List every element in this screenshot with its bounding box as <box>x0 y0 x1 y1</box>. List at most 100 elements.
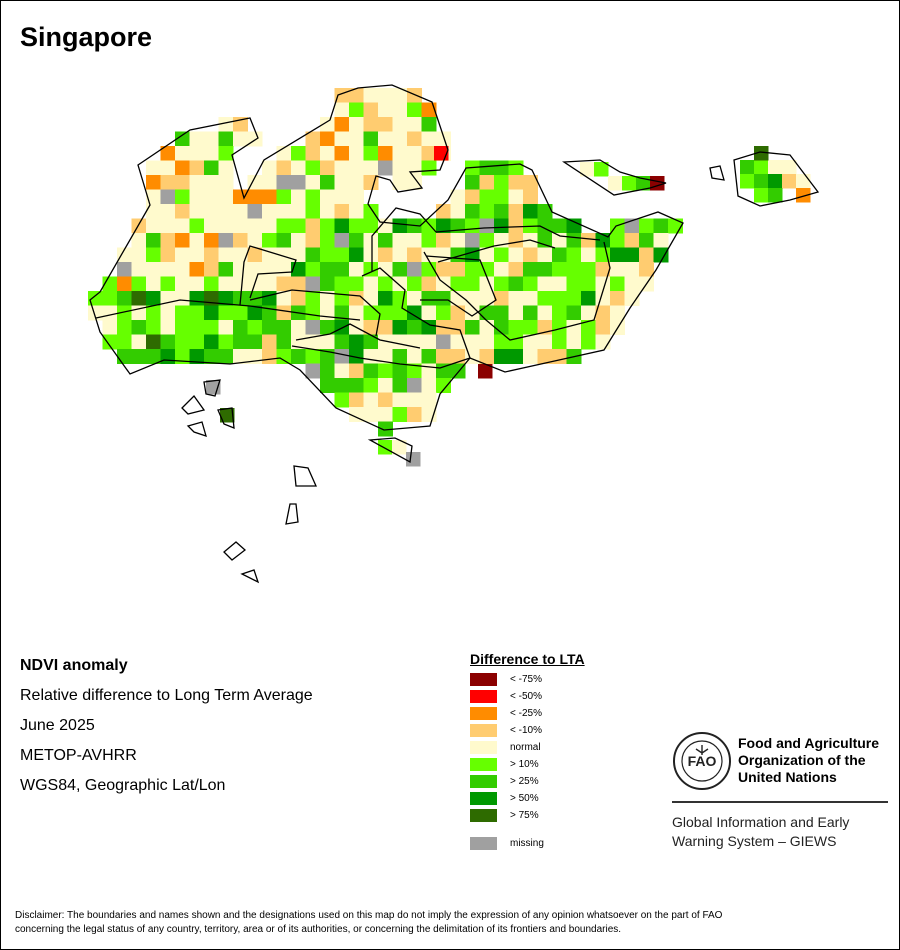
anomaly-pixel <box>320 320 335 335</box>
anomaly-pixel <box>204 305 219 321</box>
anomaly-pixel <box>262 204 277 219</box>
anomaly-pixel <box>363 146 379 161</box>
anomaly-pixel <box>479 247 495 263</box>
anomaly-pixel <box>552 276 567 292</box>
anomaly-pixel <box>465 334 480 350</box>
anomaly-pixel <box>146 334 161 350</box>
map-title: Singapore <box>20 22 153 52</box>
anomaly-pixel <box>218 218 234 234</box>
anomaly-pixel <box>378 102 393 118</box>
anomaly-pixel <box>146 175 161 190</box>
anomaly-pixel <box>305 160 321 176</box>
anomaly-pixel <box>262 320 277 335</box>
anomaly-pixel <box>494 218 509 234</box>
legend-item: > 75% <box>470 807 585 824</box>
anomaly-pixel <box>175 276 190 292</box>
anomaly-pixel <box>334 160 350 176</box>
ndvi-anomaly-map <box>88 84 820 584</box>
legend-item: < -25% <box>470 705 585 722</box>
anomaly-pixel <box>218 189 234 205</box>
anomaly-pixel <box>218 334 234 350</box>
anomaly-pixel <box>220 408 235 423</box>
anomaly-pixel <box>392 102 408 118</box>
anomaly-pixel <box>796 174 811 189</box>
legend-label: > 50% <box>510 793 539 804</box>
anomaly-pixel <box>276 305 292 321</box>
anomaly-pixel <box>421 334 437 350</box>
anomaly-pixel <box>218 291 234 306</box>
legend-item: < -75% <box>470 671 585 688</box>
anomaly-pixel <box>291 189 306 205</box>
anomaly-pixel <box>247 262 263 277</box>
anomaly-pixel <box>233 218 248 234</box>
anomaly-pixel <box>421 233 437 248</box>
anomaly-pixel <box>218 131 234 147</box>
anomaly-pixel <box>421 131 437 147</box>
anomaly-pixel <box>320 334 335 350</box>
fao-name-line1: Food and Agriculture <box>738 735 880 751</box>
anomaly-pixel <box>233 305 248 321</box>
anomaly-pixel <box>465 218 480 234</box>
anomaly-pixel <box>610 233 625 248</box>
anomaly-pixel <box>552 334 567 350</box>
anomaly-pixel <box>291 160 306 176</box>
anomaly-pixel <box>146 349 161 364</box>
anomaly-pixel <box>189 320 205 335</box>
anomaly-pixel <box>175 247 190 263</box>
anomaly-pixel <box>378 421 393 437</box>
anomaly-pixel <box>291 204 306 219</box>
anomaly-pixel <box>392 146 408 161</box>
anomaly-pixel <box>523 175 538 190</box>
anomaly-pixel <box>581 276 596 292</box>
anomaly-pixel <box>653 247 669 263</box>
anomaly-pixel <box>189 160 205 176</box>
anomaly-pixel <box>349 131 364 147</box>
anomaly-pixel <box>349 218 364 234</box>
legend-label: < -50% <box>510 691 542 702</box>
anomaly-pixel <box>782 174 797 189</box>
anomaly-pixel <box>478 364 493 379</box>
anomaly-pixel <box>392 320 408 335</box>
admin-boundary-6 <box>371 207 601 272</box>
anomaly-pixel <box>494 189 509 205</box>
anomaly-pixel <box>537 291 553 306</box>
anomaly-pixel <box>552 349 567 364</box>
anomaly-pixel <box>262 334 277 350</box>
admin-boundary-2 <box>249 289 381 337</box>
anomaly-pixel <box>494 247 509 263</box>
anomaly-pixel <box>320 363 335 379</box>
anomaly-pixel <box>146 291 161 306</box>
anomaly-pixel <box>378 363 393 379</box>
anomaly-pixel <box>740 174 755 189</box>
anomaly-pixel <box>436 334 451 350</box>
anomaly-pixel <box>363 88 379 103</box>
giews-line1: Global Information and Early <box>672 814 850 830</box>
anomaly-pixel <box>523 276 538 292</box>
anomaly-pixel <box>566 334 582 350</box>
anomaly-pixel <box>378 262 393 277</box>
anomaly-pixel <box>160 233 176 248</box>
anomaly-pixel <box>378 392 393 408</box>
anomaly-pixel <box>363 218 379 234</box>
anomaly-pixel <box>291 276 306 292</box>
anomaly-pixel <box>262 233 277 248</box>
anomaly-pixel <box>421 378 437 393</box>
legend: Difference to LTA < -75% < -50% < -25% < -1… <box>470 651 585 852</box>
anomaly-pixel <box>363 392 379 408</box>
anomaly-pixel <box>624 276 640 292</box>
legend-swatch <box>470 809 497 822</box>
anomaly-pixel <box>768 174 783 189</box>
anomaly-pixel <box>465 262 480 277</box>
anomaly-pixel <box>392 117 408 132</box>
anomaly-pixel <box>450 276 466 292</box>
anomaly-pixel <box>204 218 219 234</box>
anomaly-pixel <box>131 233 147 248</box>
anomaly-pixel <box>204 276 219 292</box>
anomaly-pixel <box>436 363 451 379</box>
anomaly-pixel <box>494 334 509 350</box>
anomaly-pixel <box>276 189 292 205</box>
anomaly-pixel <box>175 175 190 190</box>
anomaly-pixel <box>204 189 219 205</box>
anomaly-pixel <box>160 160 176 176</box>
anomaly-pixel <box>523 291 538 306</box>
